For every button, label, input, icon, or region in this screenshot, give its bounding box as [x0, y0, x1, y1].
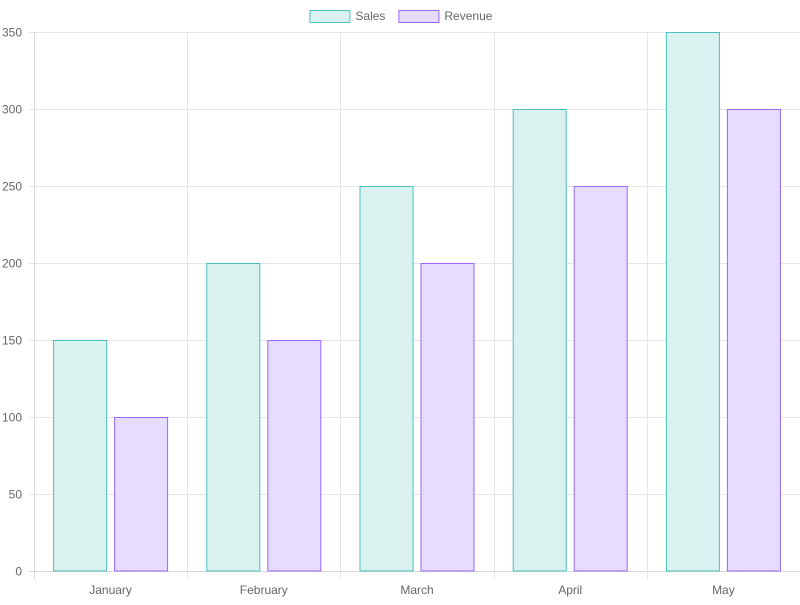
- bar-sales-january[interactable]: [53, 340, 108, 572]
- bar-revenue-march[interactable]: [420, 263, 475, 572]
- x-tick-label: January: [89, 583, 132, 597]
- legend-swatch: [309, 10, 351, 23]
- legend-swatch: [398, 10, 440, 23]
- y-tick-label: 150: [2, 334, 22, 348]
- y-tick-label: 100: [2, 411, 22, 425]
- bar-sales-may[interactable]: [665, 32, 720, 572]
- y-tick-label: 200: [2, 257, 22, 271]
- legend-label: Sales: [355, 9, 385, 23]
- legend-item-revenue[interactable]: Revenue: [398, 9, 493, 23]
- tick-labels: 0 50 100 150 200 250 300 350 January February Marc…: [2, 26, 735, 598]
- bar-revenue-may[interactable]: [726, 109, 781, 572]
- legend-label: Revenue: [444, 9, 492, 23]
- bar-revenue-february[interactable]: [267, 340, 322, 572]
- legend[interactable]: Sales Revenue: [309, 9, 493, 23]
- y-tick-label: 350: [2, 26, 22, 40]
- y-tick-label: 0: [15, 565, 22, 579]
- bar-sales-march[interactable]: [359, 186, 414, 572]
- y-tick-label: 300: [2, 103, 22, 117]
- bars: [53, 32, 781, 572]
- bar-sales-april[interactable]: [512, 109, 567, 572]
- bar-sales-february[interactable]: [206, 263, 261, 572]
- x-tick-label: March: [400, 583, 433, 597]
- y-tick-label: 50: [9, 488, 23, 502]
- y-tick-label: 250: [2, 180, 22, 194]
- bar-revenue-january[interactable]: [114, 417, 169, 572]
- x-tick-label: February: [240, 583, 288, 597]
- x-tick-label: April: [558, 583, 582, 597]
- x-tick-label: May: [712, 583, 735, 597]
- legend-item-sales[interactable]: Sales: [309, 9, 386, 23]
- bar-revenue-april[interactable]: [573, 186, 628, 572]
